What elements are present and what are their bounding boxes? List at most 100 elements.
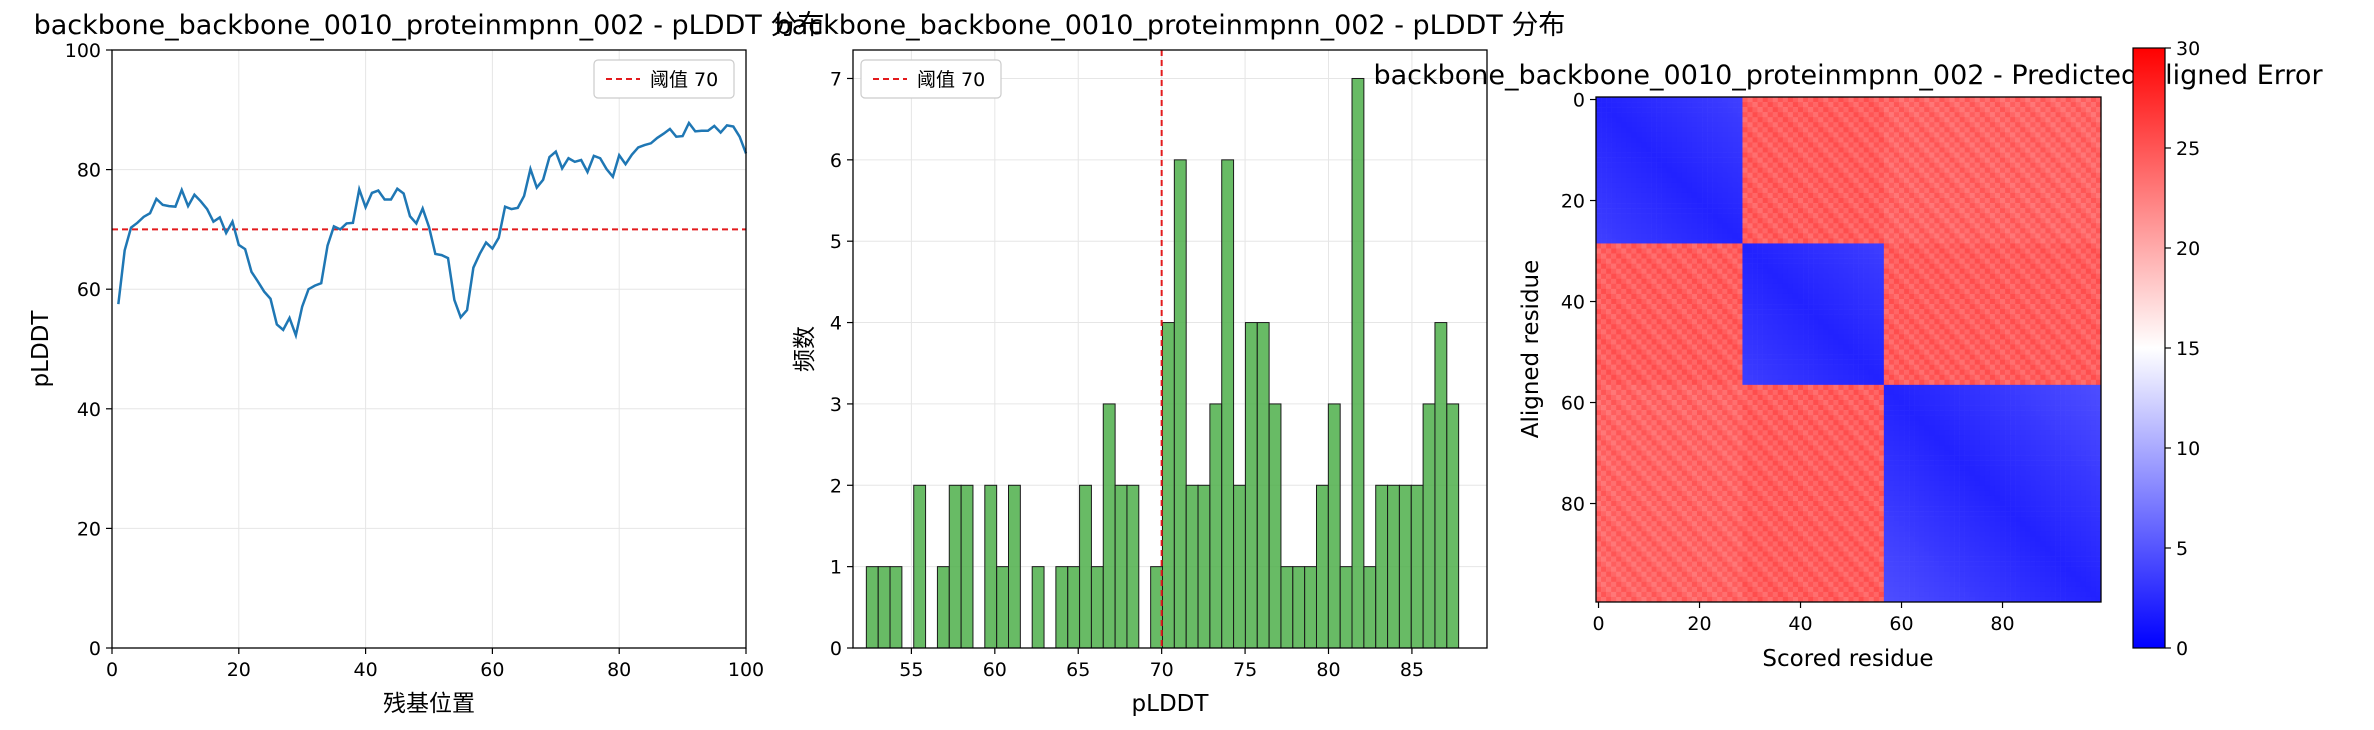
pae-cell: [1909, 329, 1915, 335]
pae-cell: [2030, 233, 2036, 239]
pae-cell: [1969, 319, 1976, 325]
pae-cell: [2095, 192, 2102, 199]
pae-cell: [1893, 334, 1900, 340]
pae-cell: [1878, 283, 1885, 290]
pae-cell: [1742, 248, 1748, 254]
pae-cell: [1833, 177, 1839, 184]
pae-cell: [1611, 233, 1617, 239]
pae-cell: [2060, 117, 2066, 123]
pae-cell: [1853, 147, 1859, 153]
pae-cell: [1888, 177, 1895, 184]
pae-cell: [1954, 172, 1960, 179]
pae-cell: [1909, 299, 1915, 305]
pae-cell: [1782, 314, 1789, 320]
pae-cell: [2095, 238, 2102, 244]
pae-cell: [1878, 203, 1885, 209]
pae-cell: [2010, 309, 2016, 315]
pae-cell: [1611, 102, 1617, 108]
pae-cell: [1954, 283, 1960, 290]
pae-cell: [1888, 132, 1895, 138]
pae-cell: [1868, 263, 1875, 269]
pae-cell: [1732, 228, 1738, 234]
pae-cell: [1606, 243, 1612, 249]
pae-cell: [1979, 223, 1986, 229]
pae-cell: [1752, 203, 1758, 209]
pae-cell: [1631, 112, 1637, 118]
pae-cell: [1616, 177, 1622, 184]
pae-cell: [1636, 127, 1642, 133]
pae-cell: [1641, 314, 1647, 320]
pae-cell: [1641, 228, 1647, 234]
pae-cell: [1661, 102, 1667, 108]
hist-y-tick-label: 7: [830, 68, 842, 90]
pae-cell: [1707, 152, 1713, 158]
pae-cell: [1878, 107, 1885, 113]
pae-cell: [1646, 314, 1652, 320]
pae-cell: [1883, 268, 1890, 275]
pae-cell: [1596, 228, 1602, 234]
pae-cell: [2000, 218, 2006, 224]
pae-cell: [2005, 142, 2011, 148]
pae-cell: [2010, 102, 2016, 108]
pae-cell: [1989, 293, 1996, 300]
pae-cell: [1717, 182, 1723, 189]
pae-cell: [2080, 324, 2087, 330]
pae-cell: [1919, 112, 1925, 118]
pae-cell: [1914, 324, 1920, 330]
pae-cell: [1954, 112, 1960, 118]
pae-cell: [2050, 107, 2056, 113]
pae-cell: [1606, 319, 1612, 325]
pae-cell: [1666, 233, 1673, 239]
pae-cell: [1883, 167, 1890, 174]
pae-cell: [1893, 107, 1900, 113]
pae-cell: [1848, 177, 1854, 184]
pae-cell: [1954, 213, 1960, 219]
pae-cell: [1858, 319, 1864, 325]
pae-cell: [1934, 117, 1940, 123]
pae-cell: [1949, 324, 1955, 330]
pae-cell: [1848, 329, 1854, 335]
pae-cell: [1984, 314, 1991, 320]
pae-cell: [2055, 263, 2061, 269]
pae-cell: [1868, 299, 1875, 305]
pae-cell: [1863, 177, 1869, 184]
pae-cell: [1681, 334, 1688, 340]
pae-cell: [1757, 283, 1763, 290]
pae-cell: [1601, 137, 1607, 143]
pae-cell: [2070, 137, 2077, 143]
pae-cell: [1838, 122, 1844, 128]
pae-cell: [1939, 314, 1945, 320]
pae-cell: [2015, 97, 2021, 103]
pae-cell: [1777, 324, 1784, 330]
pae-cell: [1712, 152, 1718, 158]
pae-cell: [1737, 107, 1743, 113]
pae-cell: [2085, 218, 2092, 224]
pae-cell: [1994, 278, 2001, 285]
pae-cell: [1843, 117, 1849, 123]
pae-cell: [1767, 172, 1774, 179]
pae-cell: [2055, 213, 2061, 219]
pae-cell: [1681, 142, 1688, 148]
pae-cell: [1818, 147, 1824, 153]
pae-cell: [1969, 228, 1976, 234]
pae-cell: [1596, 117, 1602, 123]
pae-cell: [1934, 263, 1940, 269]
pae-cell: [1767, 177, 1774, 184]
pae-cell: [1848, 278, 1854, 285]
pae-cell: [1883, 203, 1890, 209]
pae-cell: [1671, 334, 1678, 340]
pae-cell: [1641, 192, 1647, 199]
pae-cell: [1616, 122, 1622, 128]
pae-cell: [1656, 102, 1662, 108]
pae-cell: [1939, 233, 1945, 239]
pae-cell: [1646, 228, 1652, 234]
pae-cell: [1893, 329, 1900, 335]
pae-cell: [1994, 203, 2001, 209]
pae-cell: [1671, 203, 1678, 209]
pae-cell: [1757, 324, 1763, 330]
pae-cell: [2045, 324, 2051, 330]
pae-cell: [1646, 177, 1652, 184]
pae-cell: [1626, 182, 1632, 189]
pae-cell: [1762, 187, 1768, 194]
pae-cell: [1893, 122, 1900, 128]
